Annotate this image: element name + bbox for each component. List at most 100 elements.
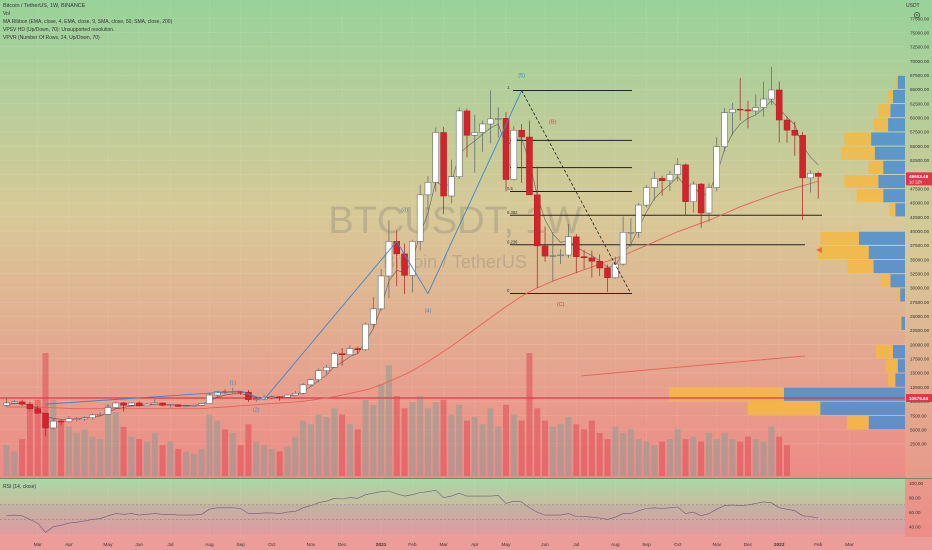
- candle[interactable]: [206, 393, 213, 405]
- candle[interactable]: [96, 412, 104, 417]
- candle[interactable]: [292, 391, 299, 396]
- candle[interactable]: [526, 120, 533, 196]
- candle[interactable]: [424, 176, 432, 210]
- candle[interactable]: [807, 170, 814, 193]
- candle[interactable]: [471, 114, 479, 173]
- legend-indicator-ma-ribbon[interactable]: MA Ribbon (EMA, close, 4, EMA, close, 9,…: [3, 19, 173, 25]
- candle[interactable]: [409, 239, 416, 293]
- candle[interactable]: [81, 416, 88, 421]
- candle[interactable]: [518, 123, 525, 183]
- candle[interactable]: [151, 399, 159, 406]
- candle[interactable]: [713, 137, 721, 192]
- candle[interactable]: [479, 120, 486, 152]
- candle[interactable]: [198, 402, 205, 406]
- scale-settings-icon[interactable]: [913, 11, 921, 19]
- candle[interactable]: [174, 404, 182, 407]
- candle[interactable]: [580, 249, 588, 270]
- legend-symbol[interactable]: Bitcoin / TetherUS, 1W, BINANCE: [3, 3, 86, 9]
- candle[interactable]: [752, 94, 760, 116]
- candle[interactable]: [799, 131, 806, 220]
- legend-indicator-vpsv[interactable]: VPSV HD (Up/Down, 70): Unsupported resol…: [3, 27, 114, 33]
- candle[interactable]: [323, 364, 330, 375]
- candle[interactable]: [674, 158, 681, 182]
- candle[interactable]: [65, 416, 73, 423]
- candle[interactable]: [338, 347, 346, 366]
- candle[interactable]: [432, 127, 440, 192]
- candle[interactable]: [729, 103, 736, 136]
- candle[interactable]: [34, 405, 41, 414]
- candle[interactable]: [791, 121, 799, 156]
- candle[interactable]: [510, 126, 518, 181]
- candle[interactable]: [42, 412, 49, 437]
- candle[interactable]: [814, 171, 822, 199]
- candle[interactable]: [377, 269, 385, 311]
- candle[interactable]: [370, 296, 377, 328]
- candle[interactable]: [619, 216, 627, 266]
- candle[interactable]: [487, 90, 494, 144]
- price-badge[interactable]: [906, 172, 932, 186]
- candle[interactable]: [557, 249, 564, 265]
- candle[interactable]: [783, 116, 791, 143]
- candle[interactable]: [549, 232, 557, 282]
- candle[interactable]: [666, 171, 674, 191]
- candle[interactable]: [541, 226, 549, 262]
- candle[interactable]: [736, 78, 744, 121]
- candle[interactable]: [533, 166, 541, 288]
- candle[interactable]: [705, 183, 713, 222]
- candle[interactable]: [50, 418, 57, 430]
- candle[interactable]: [245, 389, 252, 402]
- candle[interactable]: [57, 420, 65, 426]
- candle[interactable]: [299, 383, 307, 395]
- candle[interactable]: [651, 171, 658, 201]
- candle[interactable]: [448, 159, 455, 204]
- candle[interactable]: [721, 108, 728, 152]
- candle[interactable]: [120, 401, 127, 412]
- candle[interactable]: [744, 100, 752, 129]
- candle[interactable]: [307, 378, 315, 386]
- candle[interactable]: [565, 223, 572, 258]
- candle[interactable]: [104, 404, 112, 415]
- candle[interactable]: [682, 163, 689, 216]
- annotations[interactable]: (1) (2) (3) (4) (5) (B) (C): [45, 73, 822, 414]
- arrow-icon[interactable]: [816, 247, 822, 253]
- candle[interactable]: [697, 182, 705, 228]
- candle[interactable]: [627, 218, 635, 247]
- candle[interactable]: [494, 107, 502, 138]
- candle[interactable]: [635, 202, 642, 238]
- candle[interactable]: [268, 395, 276, 400]
- candle[interactable]: [658, 175, 666, 196]
- legend-indicator-vol[interactable]: Vol: [3, 11, 10, 17]
- candle[interactable]: [385, 220, 393, 299]
- rsi-label[interactable]: RSI (14, close): [3, 484, 36, 490]
- candle[interactable]: [182, 405, 190, 408]
- price-axis[interactable]: 2500.005000.007500.0010000.0012500.00150…: [906, 16, 932, 447]
- legend-indicator-vpvr[interactable]: VPVR (Number Of Rows, 24, Up/Down, 70): [3, 35, 100, 41]
- abc-dashed-line[interactable]: [521, 90, 632, 294]
- candle[interactable]: [354, 346, 361, 354]
- candle[interactable]: [596, 254, 603, 276]
- candle[interactable]: [573, 234, 580, 274]
- candle[interactable]: [143, 402, 151, 407]
- candle[interactable]: [284, 394, 291, 398]
- candle[interactable]: [11, 400, 18, 405]
- time-axis[interactable]: Mar Apr May Jun Jul Aug Sep Oct Nov Dec 2021 Feb Mar…: [34, 542, 854, 548]
- candle[interactable]: [26, 401, 34, 411]
- candle[interactable]: [315, 368, 322, 383]
- candle[interactable]: [463, 108, 471, 158]
- candle[interactable]: [768, 66, 775, 105]
- candle[interactable]: [167, 404, 174, 408]
- candle[interactable]: [276, 396, 283, 401]
- candle[interactable]: [190, 404, 198, 407]
- candle[interactable]: [331, 351, 338, 368]
- candle[interactable]: [588, 250, 596, 278]
- price-badge[interactable]: [906, 394, 932, 403]
- candles[interactable]: [3, 66, 822, 437]
- candle[interactable]: [690, 181, 697, 213]
- elliott-wave-line[interactable]: [45, 90, 523, 405]
- candle[interactable]: [253, 397, 260, 402]
- candle[interactable]: [89, 413, 96, 420]
- candle[interactable]: [416, 184, 424, 251]
- candle[interactable]: [73, 417, 80, 422]
